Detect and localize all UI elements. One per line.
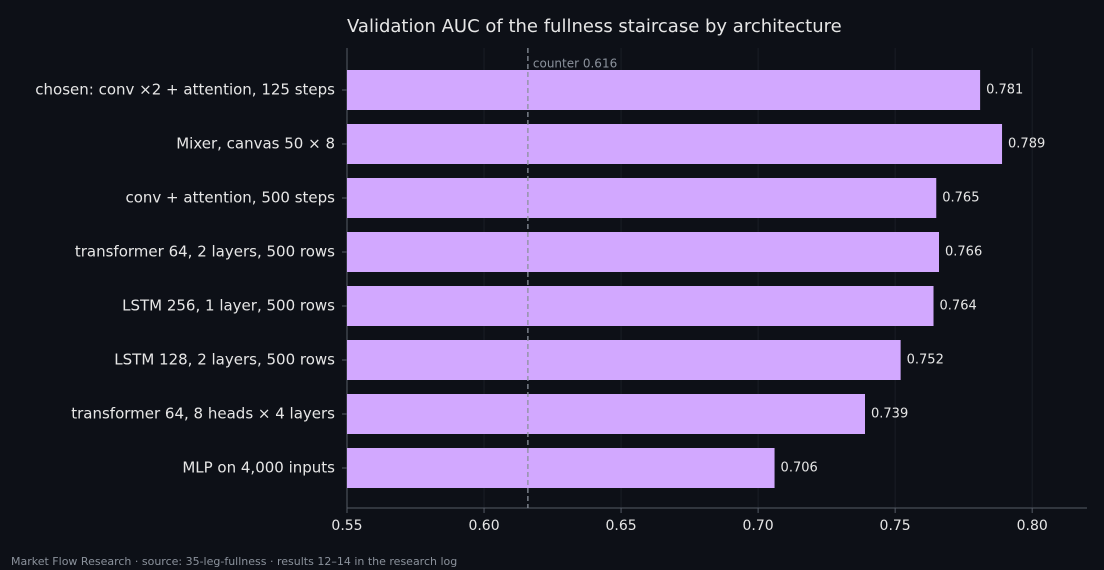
y-tick-label: conv + attention, 500 steps xyxy=(125,189,335,207)
value-label: 0.781 xyxy=(986,83,1023,98)
bar xyxy=(347,70,981,110)
y-tick-label: transformer 64, 8 heads × 4 layers xyxy=(71,405,335,423)
y-tick-label: Mixer, canvas 50 × 8 xyxy=(176,135,335,153)
x-tick-label: 0.75 xyxy=(880,518,911,534)
footer: Market Flow Research · source: 35-leg-fu… xyxy=(11,555,457,568)
value-label: 0.789 xyxy=(1008,137,1045,152)
y-tick-label: chosen: conv ×2 + attention, 125 steps xyxy=(35,81,335,99)
y-tick-label: LSTM 128, 2 layers, 500 rows xyxy=(114,351,335,369)
value-label: 0.766 xyxy=(945,245,982,260)
bar xyxy=(347,448,775,488)
x-tick-label: 0.60 xyxy=(468,518,499,534)
bar xyxy=(347,232,939,272)
bar xyxy=(347,178,937,218)
value-label: 0.706 xyxy=(781,461,818,476)
value-label: 0.752 xyxy=(907,353,944,368)
y-tick-label: transformer 64, 2 layers, 500 rows xyxy=(75,243,335,261)
bar xyxy=(347,286,934,326)
bar xyxy=(347,340,901,380)
chart-title: Validation AUC of the fullness staircase… xyxy=(347,16,842,37)
value-label: 0.764 xyxy=(940,299,977,314)
value-label: 0.765 xyxy=(942,191,979,206)
value-label: 0.739 xyxy=(871,407,908,422)
x-tick-label: 0.65 xyxy=(605,518,636,534)
x-tick-label: 0.55 xyxy=(331,518,362,534)
bar xyxy=(347,394,865,434)
y-tick-label: MLP on 4,000 inputs xyxy=(182,459,335,477)
y-tick-label: LSTM 256, 1 layer, 500 rows xyxy=(122,297,335,315)
x-tick-label: 0.80 xyxy=(1017,518,1048,534)
x-tick-label: 0.70 xyxy=(743,518,774,534)
bar xyxy=(347,124,1003,164)
reference-label: counter 0.616 xyxy=(533,57,617,71)
